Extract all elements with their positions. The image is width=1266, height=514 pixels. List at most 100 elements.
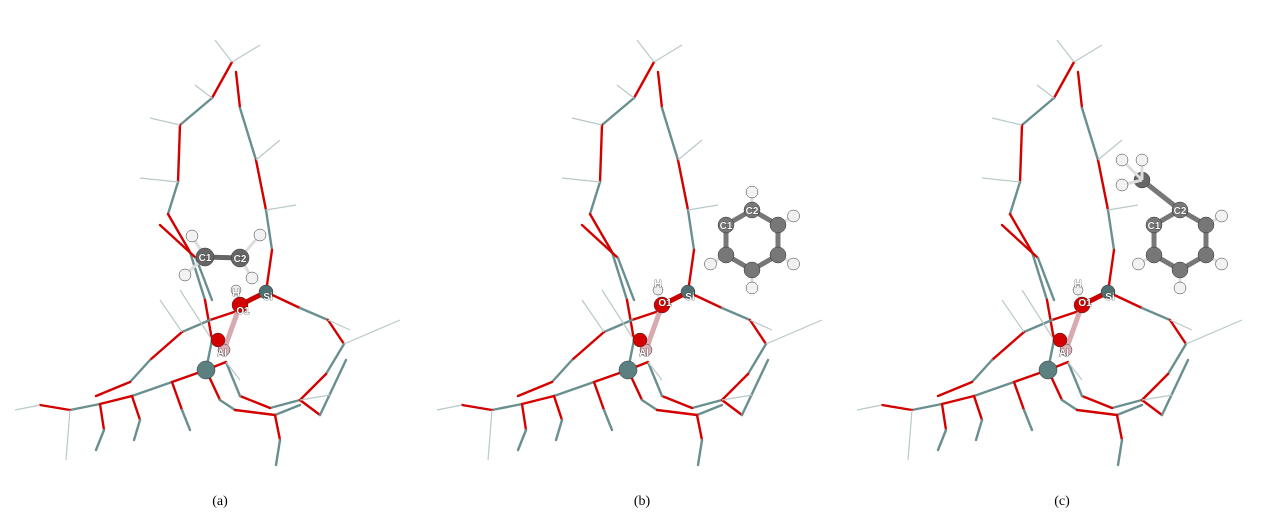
bond bbox=[132, 382, 172, 396]
h-bond bbox=[637, 40, 654, 62]
h-bond bbox=[266, 205, 296, 210]
atom-label: C2 bbox=[234, 254, 247, 265]
bond bbox=[1077, 410, 1117, 415]
bond bbox=[590, 214, 612, 252]
atom bbox=[1198, 247, 1214, 263]
atom bbox=[1174, 282, 1186, 294]
atom-label: C1 bbox=[720, 221, 733, 232]
bond bbox=[972, 360, 992, 382]
atom bbox=[788, 258, 800, 270]
bond bbox=[678, 160, 688, 210]
bond bbox=[604, 410, 612, 430]
bond bbox=[70, 404, 100, 410]
bond bbox=[722, 400, 742, 415]
bond bbox=[698, 440, 702, 465]
bond bbox=[1014, 382, 1024, 410]
h-bond bbox=[654, 45, 682, 62]
h-bond bbox=[992, 118, 1022, 125]
atom bbox=[746, 282, 758, 294]
atom bbox=[1146, 247, 1162, 263]
h-bond bbox=[982, 178, 1020, 182]
bond bbox=[602, 98, 634, 125]
bond bbox=[100, 396, 132, 404]
bond bbox=[220, 400, 235, 410]
bond bbox=[594, 382, 604, 410]
atom-label: C2 bbox=[746, 206, 759, 217]
bond bbox=[1010, 214, 1032, 252]
h-bond bbox=[1186, 320, 1242, 344]
bond bbox=[642, 400, 657, 410]
bond bbox=[742, 360, 768, 415]
bond bbox=[1142, 308, 1170, 320]
atom bbox=[746, 186, 758, 198]
atom-label: Si bbox=[685, 292, 695, 303]
bond bbox=[522, 404, 526, 430]
h-bond bbox=[857, 405, 882, 410]
bond bbox=[168, 182, 178, 214]
bond bbox=[976, 420, 982, 440]
bond bbox=[212, 62, 232, 98]
h-bond bbox=[766, 320, 822, 344]
bond bbox=[942, 404, 946, 430]
h-bond bbox=[1057, 40, 1074, 62]
atom bbox=[197, 361, 215, 379]
bond bbox=[662, 396, 692, 408]
bond bbox=[276, 440, 280, 465]
bond bbox=[1108, 210, 1114, 250]
bond bbox=[180, 98, 212, 125]
atom-label: Al bbox=[1059, 348, 1069, 359]
h-bond bbox=[66, 410, 70, 460]
bond bbox=[1068, 362, 1082, 396]
bond bbox=[266, 210, 272, 250]
h-bond bbox=[572, 118, 602, 125]
bond bbox=[172, 382, 182, 410]
h-bond bbox=[617, 85, 634, 98]
bond bbox=[178, 125, 180, 182]
atom bbox=[1116, 154, 1128, 166]
atom bbox=[186, 230, 198, 242]
bond bbox=[697, 415, 702, 440]
bond bbox=[236, 72, 240, 108]
atom bbox=[788, 210, 800, 222]
bond bbox=[275, 415, 280, 440]
bond bbox=[722, 308, 750, 320]
bond bbox=[522, 396, 554, 404]
atom bbox=[179, 269, 191, 281]
h-bond bbox=[688, 205, 718, 210]
atom bbox=[1216, 258, 1228, 270]
bond bbox=[235, 410, 275, 415]
h-bond bbox=[215, 40, 232, 62]
h-bond bbox=[344, 320, 400, 344]
atom bbox=[211, 333, 225, 347]
bond bbox=[882, 405, 912, 410]
bond bbox=[100, 404, 104, 430]
h-bond bbox=[488, 410, 492, 460]
bond bbox=[938, 430, 946, 450]
h-bond bbox=[160, 300, 182, 332]
atom bbox=[1198, 217, 1214, 233]
atom-label: H bbox=[232, 288, 239, 299]
h-bond bbox=[232, 45, 260, 62]
bond bbox=[590, 182, 600, 214]
bond bbox=[648, 362, 662, 396]
atom bbox=[254, 229, 266, 241]
h-bond bbox=[15, 405, 40, 410]
bond bbox=[256, 160, 266, 210]
atom bbox=[1216, 210, 1228, 222]
h-bond bbox=[678, 140, 702, 160]
atom bbox=[1116, 179, 1128, 191]
bond bbox=[96, 430, 104, 450]
h-bond bbox=[437, 405, 462, 410]
bond bbox=[554, 382, 594, 396]
bond bbox=[134, 420, 140, 440]
bond bbox=[1078, 72, 1082, 108]
bond bbox=[40, 405, 70, 410]
bond bbox=[942, 396, 974, 404]
atom bbox=[1136, 154, 1148, 166]
h-bond bbox=[256, 140, 280, 160]
atom bbox=[1172, 262, 1188, 278]
h-bond bbox=[1002, 300, 1024, 332]
bond bbox=[634, 62, 654, 98]
atom-label: C1 bbox=[199, 253, 212, 264]
bond bbox=[1117, 415, 1122, 440]
